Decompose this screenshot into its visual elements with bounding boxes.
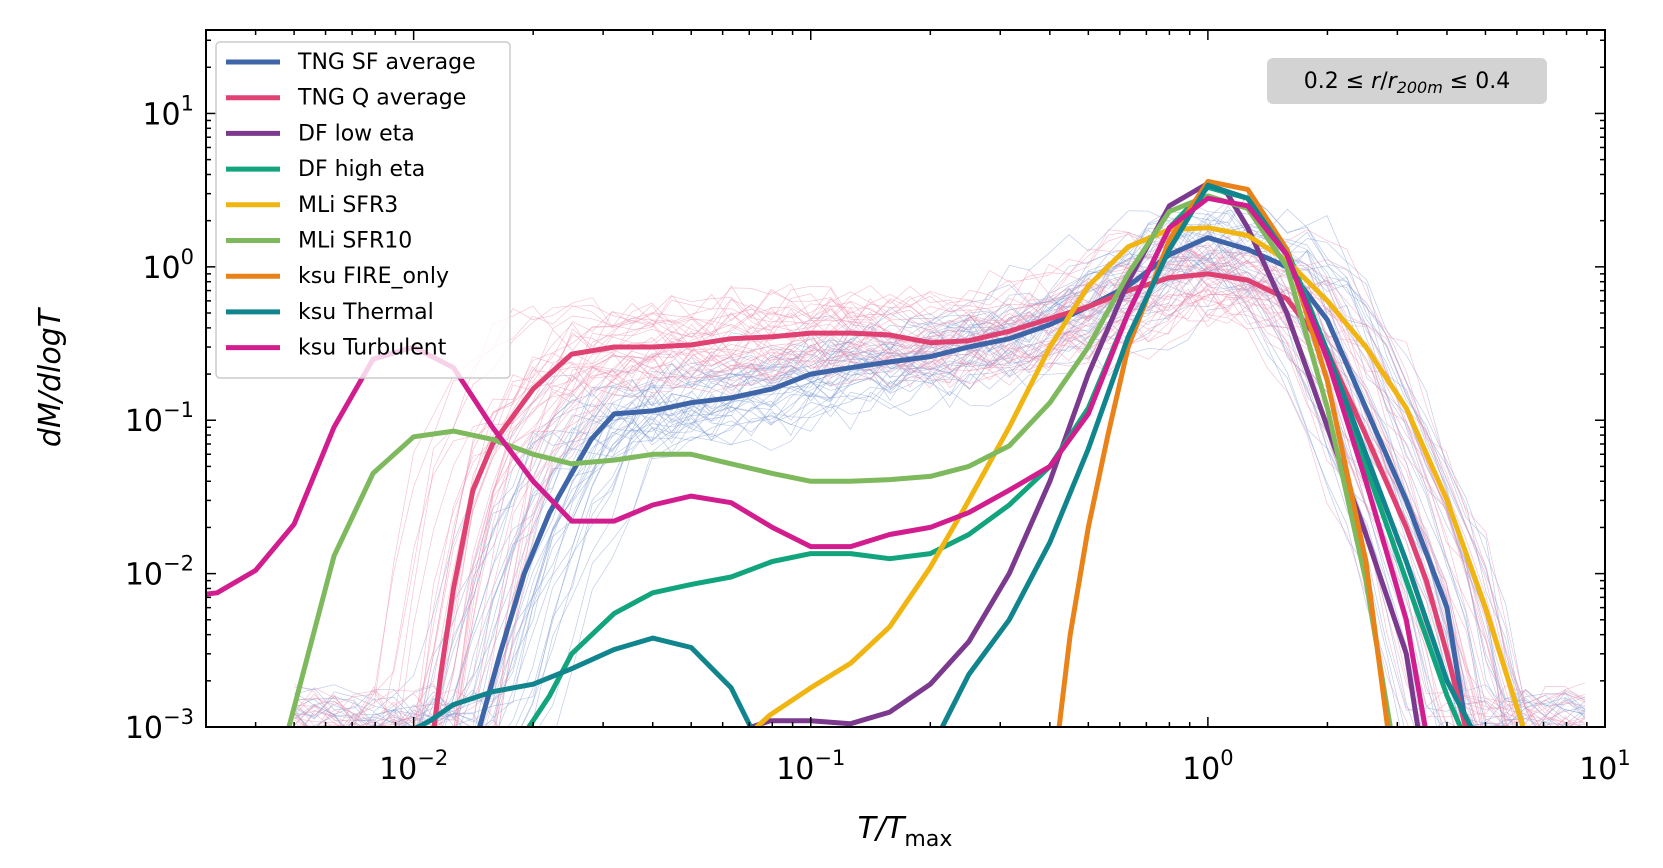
y-axis-label: dM/dlogT [33, 306, 68, 447]
x-tick-labels: 10−2 10−1 100 101 [379, 746, 1631, 787]
halo-line [458, 256, 1438, 727]
series-line-4 [753, 225, 1526, 727]
halo-line [556, 255, 1526, 727]
region-annotation: 0.2 ≤ r/r200m ≤ 0.4 [1267, 58, 1547, 104]
plot-frame [205, 29, 1606, 728]
y-tick-label: 10−3 [125, 705, 194, 746]
series-line-0 [477, 235, 1469, 727]
halo-line [442, 271, 1420, 727]
halo-line [498, 286, 1524, 727]
x-tick-label: 10−1 [776, 746, 845, 787]
annotation-text: 0.2 ≤ r/r200m ≤ 0.4 [1304, 69, 1510, 97]
x-tick-label: 100 [1182, 746, 1234, 787]
halo-line [294, 234, 1586, 727]
series-line-2 [743, 180, 1421, 727]
halo-line [529, 247, 1509, 727]
legend: TNG SF average TNG Q average DF low eta DF … [215, 41, 511, 379]
y-tick-label: 101 [142, 91, 194, 132]
halo-line [294, 194, 1586, 720]
legend-items: TNG SF average TNG Q average DF low eta DF … [226, 50, 476, 361]
legend-label: DF low eta [298, 121, 415, 146]
legend-label: TNG Q average [297, 86, 466, 111]
halo-line [294, 229, 1586, 721]
halo-line [294, 245, 1583, 727]
legend-label: DF high eta [298, 157, 425, 182]
halo-line [294, 251, 1586, 725]
halo-line [484, 253, 1477, 727]
legend-label: MLi SFR10 [298, 229, 412, 254]
halo-line [294, 210, 1586, 717]
axis-ticks [205, 30, 1606, 728]
halo-line [294, 193, 1586, 719]
halo-line [485, 276, 1515, 727]
halo-line [294, 209, 1586, 719]
y-tick-labels: 10−3 10−2 10−1 100 101 [125, 91, 194, 746]
y-tick-label: 10−2 [125, 552, 194, 593]
y-tick-label: 100 [142, 245, 194, 286]
legend-label: ksu FIRE_only [298, 264, 449, 289]
legend-label: MLi SFR3 [298, 193, 398, 218]
legend-frame [215, 41, 511, 379]
x-tick-label: 101 [1579, 746, 1631, 787]
x-axis-label: T/Tmax [858, 811, 953, 852]
x-tick-label: 10−2 [379, 746, 448, 787]
halo-line [440, 289, 1469, 727]
legend-label: ksu Turbulent [298, 336, 447, 361]
legend-label: TNG SF average [297, 50, 476, 75]
halo-line [303, 228, 1554, 727]
y-tick-label: 10−1 [125, 398, 194, 439]
legend-label: ksu Thermal [298, 300, 434, 325]
halo-line [294, 232, 1586, 727]
halo-line [538, 240, 1537, 727]
annotation-box [1267, 58, 1547, 104]
